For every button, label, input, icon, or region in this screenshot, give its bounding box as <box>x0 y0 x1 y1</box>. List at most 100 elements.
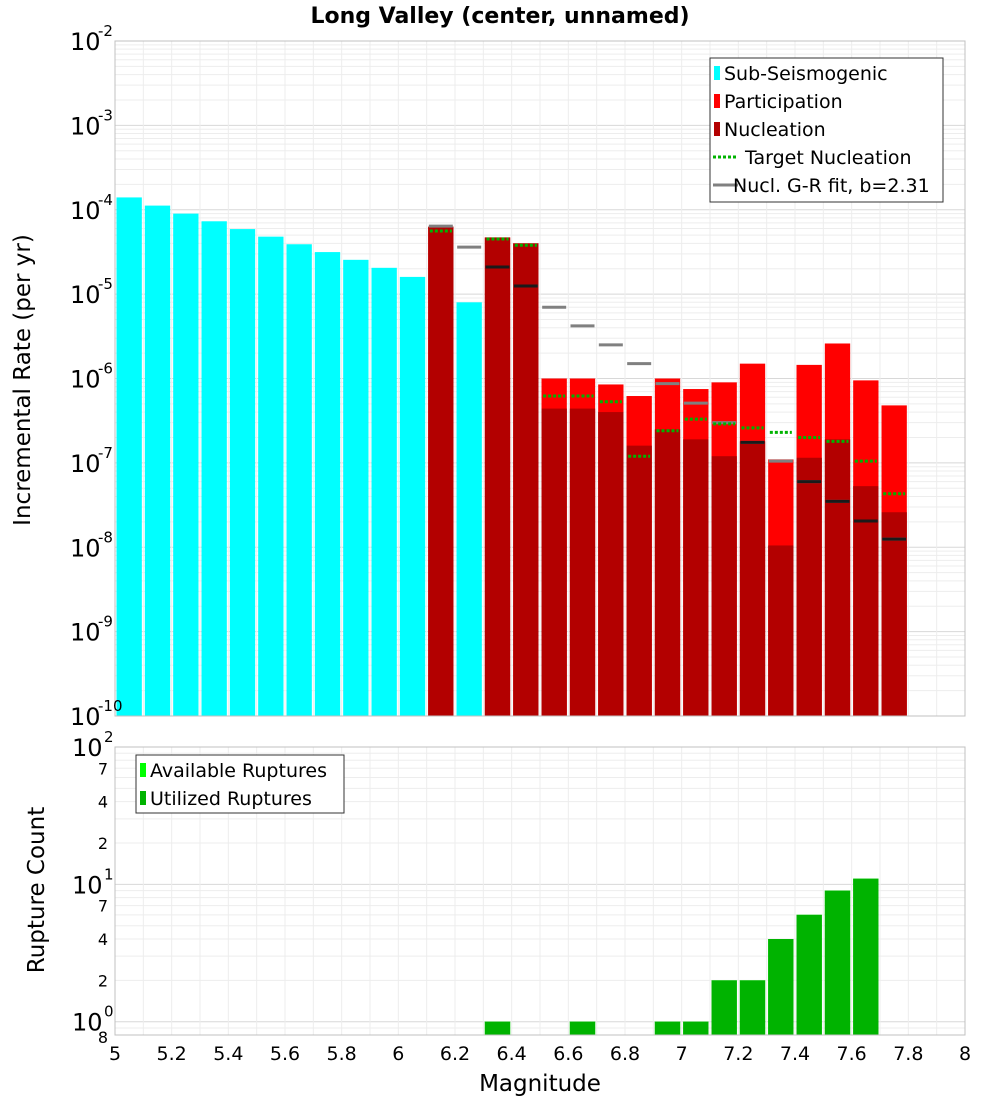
sub-seismogenic-bars <box>116 197 482 717</box>
y-tick-label: 10 <box>70 534 101 562</box>
y-tick-label: 10 <box>70 619 101 647</box>
utilized-rupture-bar <box>683 1021 709 1035</box>
y-tick-exponent: 2 <box>104 728 114 746</box>
utilized-rupture-bar <box>824 890 851 1035</box>
x-ticks: 5 5.2 5.4 5.6 5.8 6 6.2 6.4 6.6 6.8 7 7.2 7.4 7.6 7.8 8 <box>109 1043 971 1065</box>
sub-seismogenic-bar <box>144 205 171 716</box>
bottom-legend: Available Ruptures Utilized Ruptures <box>135 754 345 814</box>
y-tick-exponent: -6 <box>98 360 113 378</box>
sub-seismogenic-bar <box>399 276 426 716</box>
x-tick-label: 7 <box>676 1043 688 1065</box>
sub-seismogenic-bar <box>456 302 482 716</box>
y-tick-minor-label: 4 <box>98 793 108 812</box>
x-tick-label: 7.4 <box>780 1043 810 1065</box>
nucleation-bar <box>881 512 907 716</box>
x-tick-label: 8 <box>959 1043 971 1065</box>
y-tick-exponent: -4 <box>98 191 113 209</box>
utilized-rupture-bar <box>739 980 766 1035</box>
legend-label: Available Ruptures <box>150 760 327 782</box>
grid-lines <box>115 747 965 1035</box>
sub-seismogenic-bar <box>286 244 312 717</box>
y-tick-label: 10 <box>70 281 101 309</box>
sub-seismogenic-bar <box>343 259 369 716</box>
y-tick-exponent: -7 <box>98 444 113 462</box>
gr-fit-overlap-marks <box>485 265 907 541</box>
x-tick-label: 6.8 <box>610 1043 640 1065</box>
x-tick-label: 5 <box>109 1043 121 1065</box>
y-tick-label: 10 <box>72 871 103 899</box>
nucleation-bar <box>796 457 822 716</box>
nucleation-bar <box>428 226 454 716</box>
nucleation-bar <box>683 439 709 716</box>
nucleation-bar <box>768 545 794 716</box>
nucleation-bar <box>513 243 539 717</box>
legend-label: Nucl. G-R fit, b=2.31 <box>733 175 930 197</box>
y-tick-minor-label: 8 <box>98 1028 108 1047</box>
plot-frame <box>114 40 966 717</box>
legend-swatch <box>714 66 720 80</box>
sub-seismogenic-bar <box>258 236 284 716</box>
y-tick-exponent: 1 <box>104 865 114 883</box>
y-tick-exponent: -8 <box>98 528 113 546</box>
utilized-rupture-bar <box>796 914 822 1035</box>
y-tick-minor-label: 7 <box>98 897 108 916</box>
utilized-rupture-bar <box>654 1021 681 1035</box>
x-axis-label: Magnitude <box>479 1071 601 1097</box>
legend-box <box>709 57 944 203</box>
y-tick-label: 10 <box>70 366 101 394</box>
bottom-y-axis-label: Rupture Count <box>24 807 50 973</box>
grid-lines <box>115 41 965 716</box>
top-y-axis-label: Incremental Rate (per yr) <box>10 234 36 526</box>
y-tick-label: 10 <box>70 450 101 478</box>
x-tick-label: 7.2 <box>723 1043 753 1065</box>
y-tick-exponent: -9 <box>98 613 113 631</box>
x-tick-label: 5.2 <box>157 1043 187 1065</box>
chart-title: Long Valley (center, unnamed) <box>310 4 689 29</box>
x-tick-label: 5.4 <box>213 1043 243 1065</box>
rate-panel: 10-1010-910-810-710-610-510-410-310-2Sub… <box>70 22 966 731</box>
utilized-rupture-bar <box>711 980 737 1035</box>
nucleation-bar <box>541 408 567 716</box>
y-tick-exponent: 0 <box>104 1003 114 1021</box>
x-tick-label: 7.6 <box>837 1043 867 1065</box>
legend-swatch <box>140 763 146 777</box>
utilized-rupture-bar <box>484 1021 511 1035</box>
y-tick-exponent: -5 <box>98 275 113 293</box>
y-tick-exponent: -10 <box>98 697 123 715</box>
legend-swatch <box>140 791 146 805</box>
utilized-rupture-bar <box>853 878 879 1035</box>
x-tick-label: 5.8 <box>327 1043 357 1065</box>
legend-label: Sub-Seismogenic <box>724 63 888 85</box>
nucleation-bars <box>428 226 907 717</box>
nucleation-bar <box>598 412 624 716</box>
y-tick-exponent: -2 <box>98 22 113 40</box>
x-tick-label: 5.6 <box>270 1043 300 1065</box>
legend-swatch <box>714 122 720 136</box>
nucleation-bar <box>569 408 596 716</box>
legend-box <box>135 754 345 814</box>
sub-seismogenic-bar <box>229 229 256 717</box>
utilized-rupture-bar <box>569 1021 596 1035</box>
x-tick-label: 6.6 <box>553 1043 583 1065</box>
y-tick-label: 10 <box>70 28 101 56</box>
nucleation-bar <box>853 486 879 716</box>
sub-seismogenic-bar <box>173 213 199 717</box>
utilized-rupture-bar <box>768 939 794 1035</box>
y-tick-minor-label: 2 <box>98 834 108 853</box>
target-nucleation-segments <box>429 229 906 496</box>
y-tick-minor-label: 4 <box>98 930 108 949</box>
y-tick-exponent: -3 <box>98 106 113 124</box>
nucleation-bar <box>484 237 511 716</box>
y-tick-label: 10 <box>70 112 101 140</box>
y-tick-label: 10 <box>70 197 101 225</box>
nucleation-bar <box>711 456 737 716</box>
legend-label: Utilized Ruptures <box>150 788 312 810</box>
utilized-rupture-bars <box>484 878 879 1035</box>
x-tick-label: 6.4 <box>497 1043 527 1065</box>
plot-frame <box>114 746 966 1036</box>
legend-swatch <box>714 94 720 108</box>
